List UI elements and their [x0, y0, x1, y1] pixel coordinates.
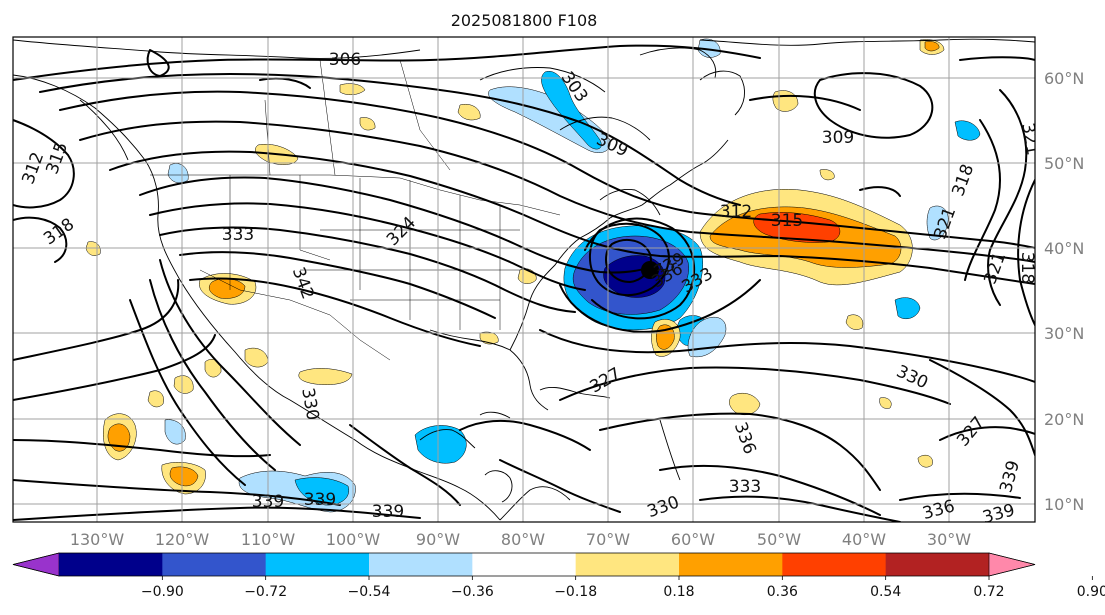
gridlines: [13, 37, 1035, 522]
colorbar-segment: [575, 553, 680, 576]
colorbar-tick-label: −0.54: [348, 584, 391, 600]
latitude-labels: 60°N 50°N 40°N 30°N 20°N 10°N: [1044, 69, 1084, 514]
colorbar-tick-label: 0.18: [663, 584, 694, 600]
colorbar-segment: [369, 553, 473, 576]
colorbar-tick-label: 0.90: [1077, 584, 1105, 600]
lon-label: 60°W: [671, 530, 715, 549]
lon-label: 120°W: [155, 530, 210, 549]
longitude-labels: 130°W 120°W 110°W 100°W 90°W 80°W 70°W 6…: [70, 530, 971, 549]
colorbar-tick-label: −0.18: [554, 584, 597, 600]
contour-label: 312: [720, 202, 752, 222]
colorbar-segment: [265, 553, 370, 576]
coastlines: [13, 38, 1035, 521]
lat-label: 30°N: [1044, 324, 1084, 343]
contour-label: 318: [1017, 252, 1037, 284]
lat-label: 40°N: [1044, 239, 1084, 258]
lon-label: 80°W: [501, 530, 545, 549]
contour-label: 339: [372, 502, 404, 522]
contour-label: 333: [729, 477, 761, 497]
colorbar-segment: [782, 553, 887, 576]
map-frame: [12, 36, 1036, 523]
contour-label: 321: [1017, 121, 1042, 156]
colorbar-extend-low: [12, 552, 60, 577]
lon-label: 130°W: [70, 530, 125, 549]
lon-label: 100°W: [326, 530, 381, 549]
lat-label: 50°N: [1044, 154, 1084, 173]
contour-label: 306: [329, 50, 361, 70]
colorbar-tick-label: 0.72: [973, 584, 1004, 600]
colorbar-tick-label: 0.54: [870, 584, 901, 600]
lon-label: 90°W: [416, 530, 460, 549]
colorbar-outline: [12, 552, 1036, 577]
contour-label: 309: [822, 128, 854, 148]
contours: [13, 44, 1035, 522]
colorbar-tick-label: −0.90: [141, 584, 184, 600]
map-area: 306 303 309 309 312 312 315 315 318 318 …: [13, 37, 1042, 528]
colorbar-tick-label: −0.36: [451, 584, 494, 600]
lon-label: 40°W: [842, 530, 886, 549]
contour-label: 339: [252, 492, 284, 512]
colorbar-tick-label: −0.72: [244, 584, 287, 600]
lon-label: 50°W: [757, 530, 801, 549]
colorbar-segment: [679, 553, 783, 576]
colorbar-segment: [885, 553, 990, 576]
colorbar-segment: [59, 553, 163, 576]
map-title: 2025081800 F108: [451, 11, 598, 30]
contour-label: 333: [222, 225, 254, 245]
colorbar-segment: [162, 553, 267, 576]
contour-label: 339: [980, 500, 1017, 528]
colorbar: −0.90 −0.72 −0.54 −0.36 −0.18 0.18 0.36 0.54 0.7…: [12, 552, 1105, 600]
lat-label: 20°N: [1044, 410, 1084, 429]
contour-label: 339: [304, 490, 336, 510]
lat-label: 60°N: [1044, 69, 1084, 88]
lon-label: 110°W: [241, 530, 296, 549]
colorbar-extend-high: [988, 552, 1036, 577]
contour-label: 315: [771, 211, 803, 231]
colorbar-tick-label: 0.36: [767, 584, 798, 600]
lon-label: 30°W: [927, 530, 971, 549]
contour-labels: 306 303 309 309 312 312 315 315 318 318 …: [18, 50, 1042, 528]
lat-label: 10°N: [1044, 495, 1084, 514]
colorbar-segment: [472, 553, 577, 576]
low-center-marker: [641, 261, 659, 279]
lon-label: 70°W: [586, 530, 630, 549]
